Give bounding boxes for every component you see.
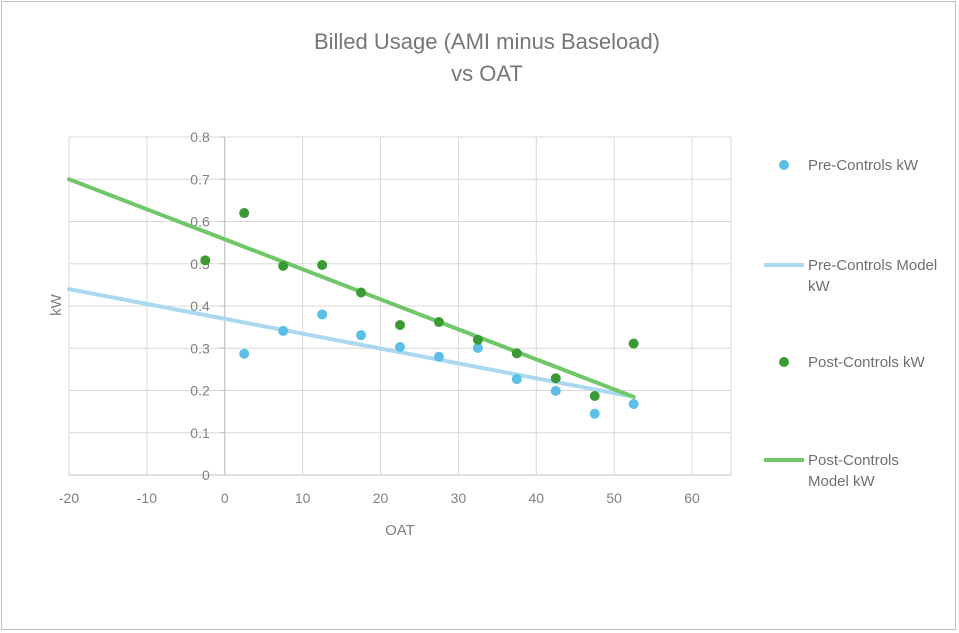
- data-point: [472, 342, 483, 353]
- tick-labels: 00.10.20.30.40.50.60.70.8-20 -10 0 10 20 30 40…: [59, 129, 700, 506]
- x-tick-label: -10: [137, 490, 157, 506]
- trend-line: [67, 177, 636, 399]
- data-point: [433, 317, 444, 328]
- data-point: [550, 373, 561, 384]
- data-point: [511, 348, 522, 359]
- legend: Pre-Controls kW Pre-Controls Model kW Post-…: [764, 157, 937, 490]
- legend-marker: [779, 357, 789, 367]
- x-tick-label: 30: [451, 490, 467, 506]
- data-point: [589, 390, 600, 401]
- y-tick-label: 0.4: [190, 298, 210, 314]
- x-tick-label: 60: [684, 490, 700, 506]
- data-point: [278, 325, 289, 336]
- chart-subtitle: vs OAT: [451, 61, 523, 86]
- data-point: [278, 260, 289, 271]
- x-tick-label: 10: [295, 490, 311, 506]
- data-point: [550, 385, 561, 396]
- y-tick-label: 0.2: [190, 383, 210, 399]
- legend-label: Pre-Controls kW: [808, 157, 919, 174]
- y-axis-title: kW: [48, 293, 65, 316]
- x-tick-label: 50: [606, 490, 622, 506]
- x-axis-title: OAT: [385, 522, 415, 539]
- legend-label: kW: [808, 278, 831, 295]
- x-tick-label: -20: [59, 490, 79, 506]
- y-tick-label: 0: [202, 467, 210, 483]
- axes: [69, 136, 731, 476]
- legend-marker: [779, 160, 789, 170]
- data-point: [200, 255, 211, 266]
- data-point: [589, 408, 600, 419]
- data-point: [628, 399, 639, 410]
- data-point: [395, 341, 405, 352]
- x-tick-label: 0: [221, 490, 229, 506]
- legend-label: Post-Controls: [808, 452, 899, 469]
- y-tick-label: 0.3: [190, 340, 210, 356]
- y-tick-label: 0.6: [190, 214, 210, 230]
- data-point: [433, 351, 444, 362]
- data-point: [395, 320, 405, 331]
- data-point: [511, 374, 522, 385]
- legend-label: Post-Controls kW: [808, 354, 926, 371]
- legend-label: Model kW: [808, 473, 876, 490]
- data-point: [317, 260, 328, 271]
- y-tick-label: 0.7: [190, 171, 210, 187]
- data-point: [472, 334, 483, 345]
- data-point: [356, 330, 367, 341]
- data-point: [239, 208, 250, 219]
- data-point: [239, 348, 250, 359]
- chart-title: Billed Usage (AMI minus Baseload): [314, 29, 660, 54]
- data-point: [317, 309, 328, 320]
- legend-label: Pre-Controls Model: [808, 257, 937, 274]
- x-tick-label: 20: [373, 490, 389, 506]
- data-point: [628, 338, 639, 349]
- series: [67, 177, 639, 419]
- y-tick-label: 0.8: [190, 129, 210, 145]
- data-point: [356, 287, 367, 298]
- trend-line: [67, 287, 636, 399]
- y-tick-label: 0.1: [190, 425, 210, 441]
- x-tick-label: 40: [529, 490, 545, 506]
